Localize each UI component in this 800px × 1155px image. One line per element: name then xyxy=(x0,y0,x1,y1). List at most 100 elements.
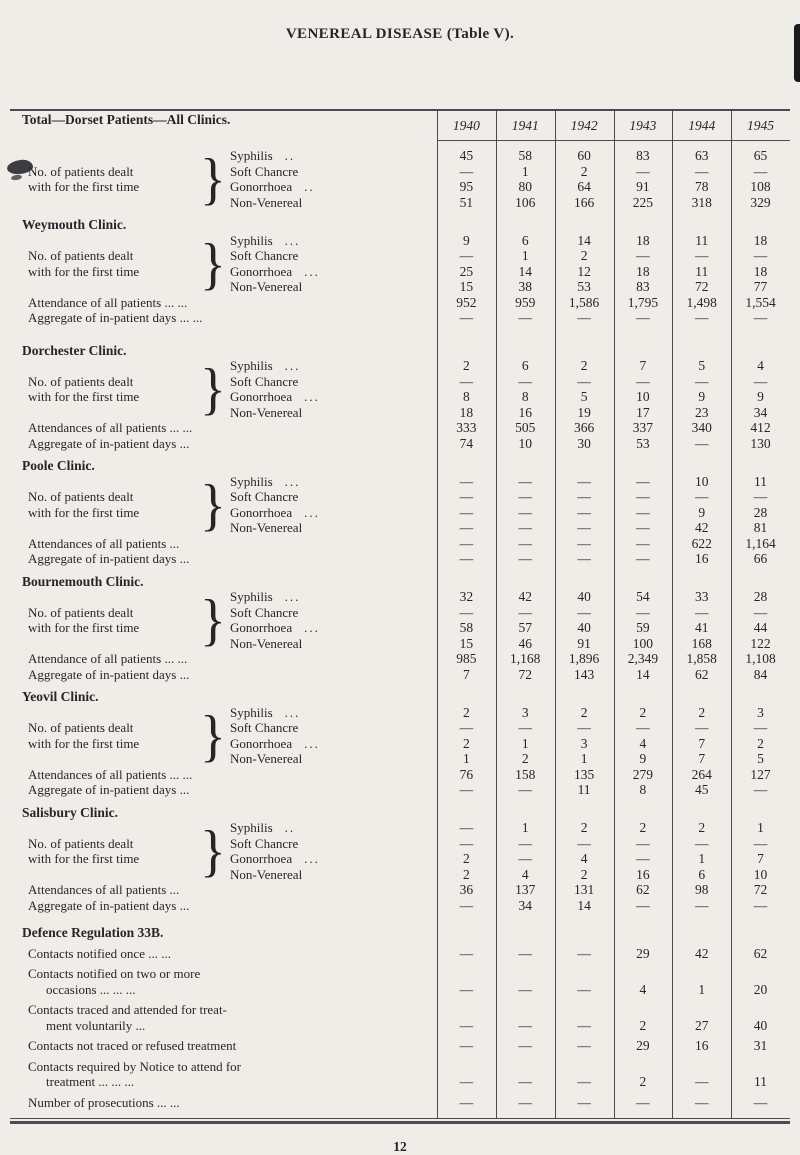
patients-group-row: No. of patients dealt with for the first … xyxy=(10,589,790,652)
value: — xyxy=(694,720,709,735)
data-row: Contacts traced and attended for treat-m… xyxy=(10,1002,790,1033)
value: — xyxy=(577,504,591,520)
year-value-cell: — xyxy=(437,782,496,798)
year-value-cell: 18—18 77 xyxy=(731,233,790,295)
year-value-cell: 20 xyxy=(731,966,790,997)
value: 4 xyxy=(580,851,588,866)
group-label-cell: No. of patients dealt with for the first … xyxy=(10,148,437,211)
year-value-cell: 11—28 81 xyxy=(731,474,790,536)
value: 14 xyxy=(577,232,591,248)
value: 46 xyxy=(518,635,532,651)
row-label-cell: Contacts traced and attended for treat-m… xyxy=(10,1002,437,1033)
value: — xyxy=(636,720,650,735)
year-value-cell: — xyxy=(496,966,555,997)
row-labels: Syphilis.. Soft Chancre Gonorrhoea.. Non-Ve… xyxy=(224,148,437,210)
value: 23 xyxy=(694,404,709,420)
value: — xyxy=(753,720,768,735)
row-label-text: Syphilis xyxy=(230,148,273,163)
value: 1,896 xyxy=(568,651,600,666)
row-label: Soft Chancre xyxy=(230,489,437,505)
value: — xyxy=(459,782,474,797)
group-label-line: No. of patients dealt xyxy=(28,248,134,263)
row-label-cell: Aggregate of in-patient days ... xyxy=(10,551,437,567)
section-heading: Salisbury Clinic. xyxy=(22,804,119,820)
row-labels: Syphilis... Soft Chancre Gonorrhoea... Non-… xyxy=(224,233,437,295)
row-label: Soft Chancre xyxy=(230,720,437,736)
group-label-cell: No. of patients dealt with for the first … xyxy=(10,820,437,883)
value: 40 xyxy=(577,620,591,635)
value: 1 xyxy=(521,163,529,179)
data-row: Number of prosecutions ... ... — — — — — — xyxy=(10,1095,790,1111)
row-label-line: Aggregate of in-patient days ... xyxy=(28,551,190,566)
year-value-cell: 14 xyxy=(555,898,614,914)
value: — xyxy=(636,310,650,325)
brace-wrap: No. of patients dealt with for the first … xyxy=(10,589,437,652)
value: — xyxy=(577,1094,591,1110)
year-value-cell: — xyxy=(496,1059,555,1090)
value: 27 xyxy=(694,1017,709,1033)
data-row: Attendance of all patients ... ... 952 959… xyxy=(10,295,790,311)
year-value-cell: 11—11 72 xyxy=(672,233,731,295)
year-value-cell: 3—1 2 xyxy=(496,705,555,767)
value: 40 xyxy=(753,1017,768,1033)
value: — xyxy=(518,945,532,961)
year-value-cell: — xyxy=(613,898,672,914)
value: 28 xyxy=(753,504,768,520)
group-label: No. of patients dealt with for the first … xyxy=(10,589,202,651)
year-value-cell: 622 xyxy=(672,536,731,552)
value: — xyxy=(753,782,768,797)
value: — xyxy=(459,835,474,851)
value: — xyxy=(753,163,768,179)
patients-group-row: No. of patients dealt with for the first … xyxy=(10,704,790,767)
group-label: No. of patients dealt with for the first … xyxy=(10,705,202,767)
value: 11 xyxy=(577,782,591,797)
value: 1,795 xyxy=(627,294,659,310)
value: 72 xyxy=(518,666,532,682)
row-labels: Syphilis... Soft Chancre Gonorrhoea... Non-… xyxy=(224,705,437,767)
brace-wrap: No. of patients dealt with for the first … xyxy=(10,148,437,211)
year-value-cell: 1— —4 xyxy=(496,820,555,882)
value: 15 xyxy=(459,635,474,651)
value: 2 xyxy=(639,1074,647,1089)
value: — xyxy=(636,473,650,489)
value: — xyxy=(636,248,650,263)
row-label: Syphilis... xyxy=(230,233,437,249)
year-value-cell: 45 xyxy=(672,782,731,798)
year-value-cell: 130 xyxy=(731,436,790,452)
value: 51 xyxy=(459,194,474,210)
year-value-cell: 2 xyxy=(613,1002,672,1033)
year-value-cell: 98 xyxy=(672,882,731,898)
page-number: 12 xyxy=(393,1139,407,1154)
value: 1,554 xyxy=(745,294,776,310)
year-value-cell: 28—44 122 xyxy=(731,589,790,651)
row-label-text: Non-Venereal xyxy=(230,404,303,420)
year-value-cell: 42—57 46 xyxy=(496,589,555,651)
value: — xyxy=(753,897,768,913)
row-label: Syphilis.. xyxy=(230,148,437,164)
dot-leader: ... xyxy=(304,263,320,279)
year-value-cell: 40—40 91 xyxy=(555,589,614,651)
group-label-cell: No. of patients dealt with for the first … xyxy=(10,704,437,767)
row-labels: Syphilis... Soft Chancre Gonorrhoea... Non-… xyxy=(224,474,437,536)
column-divider xyxy=(672,111,674,1118)
value: 137 xyxy=(515,882,536,897)
year-value-cell: 10—9 42 xyxy=(672,474,731,536)
year-value-cell: 412 xyxy=(731,420,790,436)
value: 1 xyxy=(757,820,764,835)
row-label-line: Contacts traced and attended for treat- xyxy=(28,1002,227,1017)
year-value-cell: — xyxy=(672,898,731,914)
value: 76 xyxy=(459,766,474,782)
value: 60 xyxy=(577,148,591,163)
column-divider xyxy=(613,111,615,1118)
value: 8 xyxy=(463,389,470,404)
year-value-cell: 1,498 xyxy=(672,295,731,311)
row-label-text: Syphilis xyxy=(230,589,273,604)
year-value-cell: 76 xyxy=(437,767,496,783)
year-value-cell: 1,858 xyxy=(672,651,731,667)
dot-leader: .. xyxy=(284,820,296,835)
value: 337 xyxy=(632,420,654,435)
year-value-cell: 10 xyxy=(496,436,555,452)
value: 81 xyxy=(753,520,768,535)
value: 7 xyxy=(639,358,647,373)
value: 11 xyxy=(695,232,709,248)
